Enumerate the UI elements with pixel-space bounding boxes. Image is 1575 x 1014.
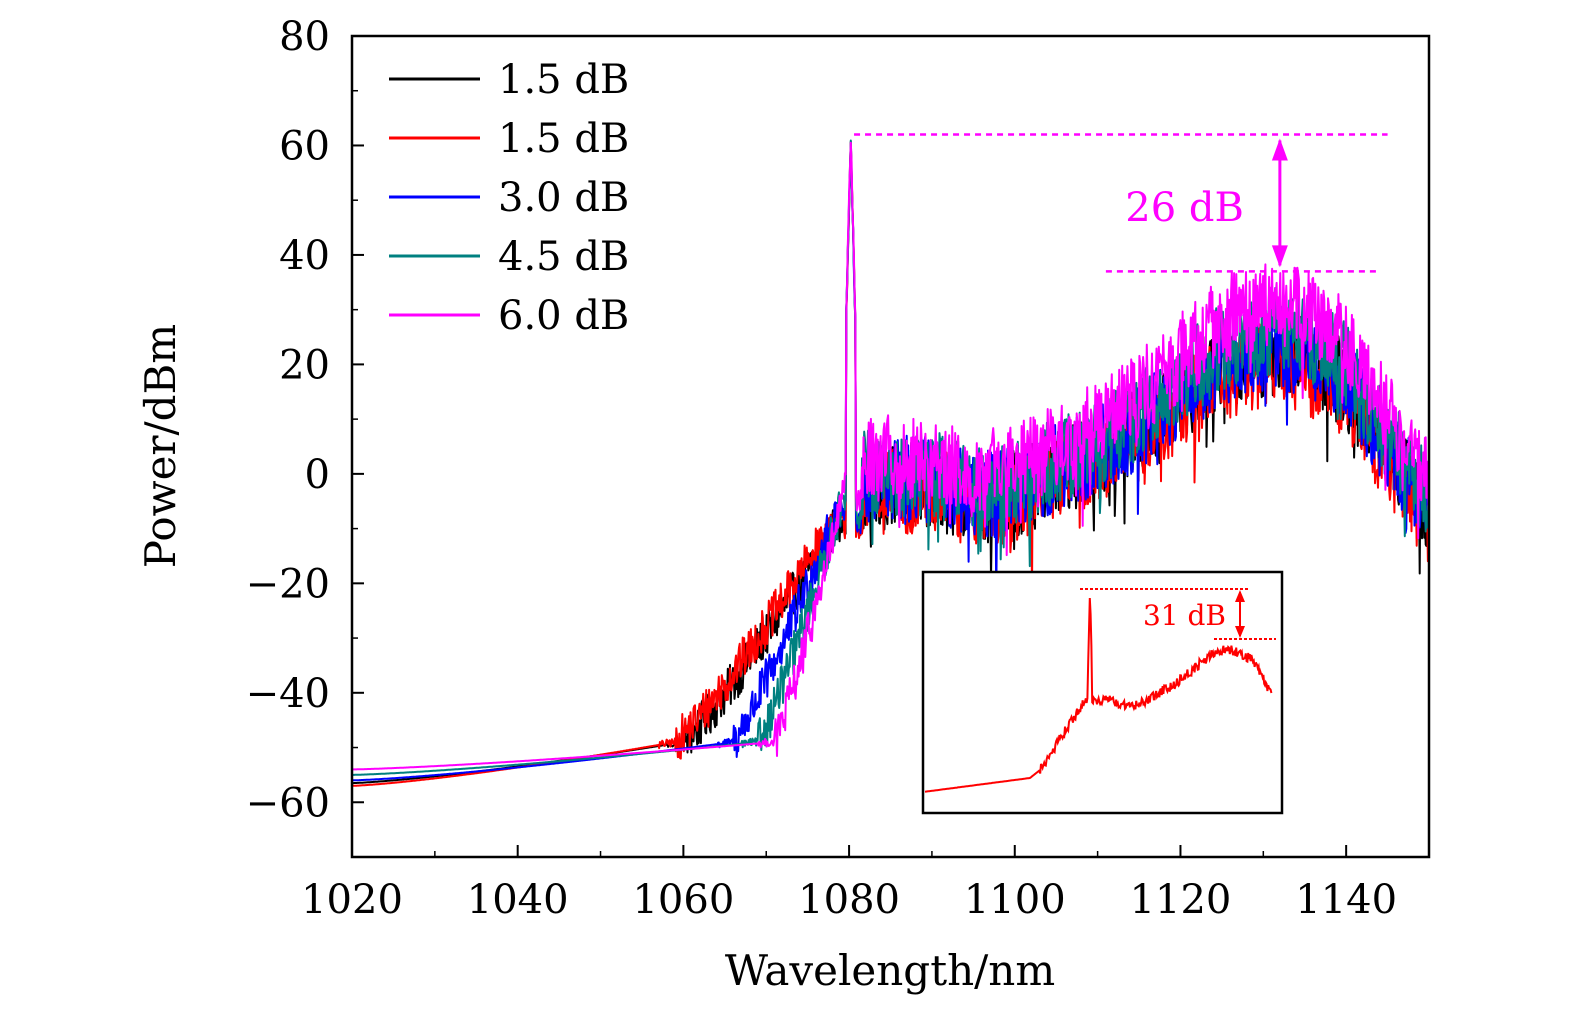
y-tick-label: −20 bbox=[246, 561, 330, 607]
x-tick-label: 1020 bbox=[301, 877, 403, 923]
legend-label: 6.0 dB bbox=[498, 293, 629, 339]
annotation-26db: 26 dB bbox=[854, 133, 1388, 273]
y-tick-label: 40 bbox=[279, 233, 330, 279]
inset: 31 dB bbox=[921, 570, 1284, 815]
y-tick-label: −60 bbox=[246, 780, 330, 826]
ticks-layer bbox=[351, 35, 1348, 858]
y-tick-label: 60 bbox=[279, 123, 330, 169]
series-line bbox=[351, 141, 1430, 771]
x-axis-title: Wavelength/nm bbox=[725, 946, 1055, 995]
annotation-arrow-down bbox=[1271, 245, 1288, 268]
inset-frame bbox=[921, 570, 1284, 815]
x-tick-label: 1080 bbox=[798, 877, 900, 923]
legend: 1.5 dB 1.5 dB 3.0 dB 4.5 dB 6.0 dB bbox=[389, 57, 629, 339]
x-tick-label: 1120 bbox=[1130, 877, 1232, 923]
inset-series-line bbox=[924, 597, 1273, 793]
x-tick-label: 1040 bbox=[467, 877, 569, 923]
y-tick-label: −40 bbox=[246, 671, 330, 717]
legend-label: 1.5 dB bbox=[498, 57, 629, 103]
labels-layer: 1020 1040 1060 1080 1100 1120 1140 80 60 40 20 0 −20… bbox=[246, 14, 1397, 923]
x-tick-label: 1060 bbox=[632, 877, 734, 923]
inset-arrow-up bbox=[1235, 590, 1245, 602]
x-tick-label: 1140 bbox=[1295, 877, 1397, 923]
inset-annotation-label: 31 dB bbox=[1143, 599, 1226, 632]
annotation-arrow-up bbox=[1271, 138, 1288, 161]
plot-frame bbox=[350, 34, 1431, 859]
legend-label: 1.5 dB bbox=[498, 116, 629, 162]
inset-arrow-down bbox=[1235, 626, 1245, 638]
y-tick-label: 80 bbox=[279, 14, 330, 60]
y-axis-title: Power/dBm bbox=[136, 324, 185, 568]
annotation-label: 26 dB bbox=[1125, 185, 1244, 231]
legend-label: 4.5 dB bbox=[498, 234, 629, 280]
x-tick-label: 1100 bbox=[964, 877, 1066, 923]
y-tick-label: 20 bbox=[279, 342, 330, 388]
series-layer bbox=[351, 139, 1430, 787]
legend-label: 3.0 dB bbox=[498, 175, 629, 221]
y-tick-label: 0 bbox=[305, 452, 330, 498]
